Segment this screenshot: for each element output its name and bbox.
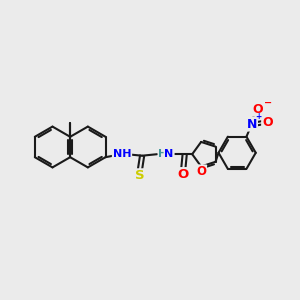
Text: NH: NH — [113, 149, 131, 159]
Text: O: O — [262, 116, 273, 129]
Text: N: N — [247, 118, 257, 130]
Text: S: S — [135, 169, 145, 182]
Text: O: O — [178, 168, 189, 181]
Text: O: O — [196, 165, 206, 178]
Text: N: N — [164, 149, 174, 159]
Text: H: H — [158, 148, 168, 159]
Text: −: − — [264, 98, 273, 107]
Text: O: O — [253, 103, 263, 116]
Text: +: + — [255, 112, 261, 121]
